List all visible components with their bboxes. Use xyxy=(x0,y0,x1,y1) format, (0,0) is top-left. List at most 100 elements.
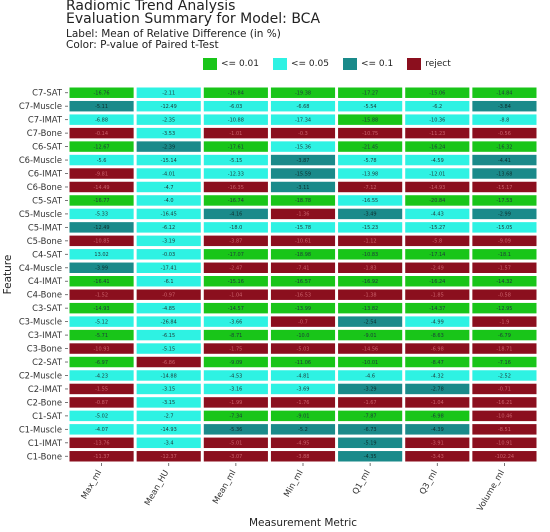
cell-value-label: -4.59 xyxy=(431,158,444,164)
heatmap-cell-c4-muscle-volume-ml xyxy=(472,262,537,273)
cell-value-label: -0.14 xyxy=(95,131,108,137)
heatmap-cell-c6-imat-mean-hu xyxy=(136,168,201,179)
heatmap-cell-c6-sat-mean-hu xyxy=(136,141,201,152)
y-tick-label: C2-IMAT xyxy=(28,384,63,394)
legend-label-reject: reject xyxy=(425,59,451,69)
cell-value-label: -18.0 xyxy=(229,225,242,231)
heatmap-cell-c6-sat-mean-ml xyxy=(203,141,268,152)
heatmap-cell-c4-muscle-max-ml xyxy=(69,262,134,273)
label-description: Label: Mean of Relative Difference (in %… xyxy=(66,28,281,40)
heatmap-cell-c1-sat-mean-hu xyxy=(136,410,201,422)
heatmap-cell-c2-imat-max-ml xyxy=(69,383,134,395)
heatmap-cell-c3-imat-mean-hu xyxy=(136,329,201,341)
cell-value-label: -8.51 xyxy=(498,427,511,433)
heatmap-cell-c3-imat-mean-ml xyxy=(203,329,268,341)
cell-value-label: -4.23 xyxy=(95,373,108,379)
cell-value-label: -3.49 xyxy=(364,212,377,218)
cell-value-label: -3.4 xyxy=(164,441,174,447)
cell-value-label: -15.27 xyxy=(429,225,445,231)
cell-value-label: -11.23 xyxy=(429,131,445,137)
cell-value-label: -16.41 xyxy=(94,279,110,285)
heatmap-cell-c6-sat-max-ml xyxy=(69,141,134,152)
heatmap-cell-c7-muscle-mean-hu xyxy=(136,100,201,112)
cell-value-label: -4.0 xyxy=(164,198,174,204)
heatmap-cell-c5-muscle-mean-hu xyxy=(136,208,201,220)
cell-value-label: -14.56 xyxy=(362,346,378,352)
cell-value-label: -4.32 xyxy=(431,373,444,379)
cell-value-label: -9.09 xyxy=(229,360,242,366)
heatmap-cell-c2-sat-q1-ml xyxy=(338,356,403,368)
heatmap-cell-c7-imat-min-ml xyxy=(270,114,336,125)
heatmap-cell-c6-bone-q1-ml xyxy=(338,181,403,193)
legend-label-001: <= 0.01 xyxy=(221,59,259,69)
heatmap-cell-c4-bone-volume-ml xyxy=(472,289,537,300)
heatmap-cell-c7-muscle-q3-ml xyxy=(405,100,470,112)
y-tick-label: C5-IMAT xyxy=(28,222,63,232)
heatmap-cell-c2-imat-q1-ml xyxy=(338,383,403,395)
cell-value-label: -5.15 xyxy=(162,346,175,352)
cell-value-label: -4.7 xyxy=(164,185,174,191)
heatmap-cell-c4-bone-min-ml xyxy=(270,289,336,300)
cell-value-label: -15.78 xyxy=(295,225,311,231)
heatmap-cell-c2-muscle-max-ml xyxy=(69,370,134,381)
cell-value-label: -14.88 xyxy=(161,373,177,379)
heatmap-cell-c1-sat-max-ml xyxy=(69,410,134,422)
cell-value-label: -1.99 xyxy=(229,400,242,406)
heatmap-cell-c4-bone-max-ml xyxy=(69,289,134,300)
heatmap-cell-c4-imat-volume-ml xyxy=(472,276,537,287)
cell-value-label: -0.7 xyxy=(298,319,308,325)
heatmap-cell-c3-imat-max-ml xyxy=(69,329,134,341)
heatmap-cell-c6-bone-mean-ml xyxy=(203,181,268,193)
cell-value-label: -1.52 xyxy=(95,292,108,298)
cell-value-label: -10.91 xyxy=(496,441,512,447)
heatmap-cell-c6-sat-min-ml xyxy=(270,141,336,152)
legend: <= 0.01 <= 0.05 <= 0.1 reject xyxy=(203,57,465,71)
cell-value-label: -0.97 xyxy=(162,292,175,298)
heatmap-cell-c6-bone-volume-ml xyxy=(472,181,537,193)
heatmap-cell-c2-imat-q3-ml xyxy=(405,383,470,395)
heatmap-cell-c3-muscle-q1-ml xyxy=(338,316,403,327)
heatmap-cell-c1-bone-q1-ml xyxy=(338,451,403,462)
cell-value-label: -3.15 xyxy=(162,387,175,393)
cell-value-label: -16.76 xyxy=(94,91,110,97)
cell-value-label: -2.78 xyxy=(431,387,444,393)
x-tick-label: Q1_ml xyxy=(350,468,372,496)
heatmap-cell-c1-imat-mean-ml xyxy=(203,437,268,449)
heatmap-cell-c7-imat-mean-ml xyxy=(203,114,268,125)
y-tick-label: C7-IMAT xyxy=(28,115,63,125)
heatmap-cell-c7-imat-volume-ml xyxy=(472,114,537,125)
heatmap-cell-c7-bone-q1-ml xyxy=(338,127,403,139)
heatmap-cell-c7-bone-mean-ml xyxy=(203,127,268,139)
heatmap-cell-c5-bone-volume-ml xyxy=(472,235,537,247)
cell-value-label: -19.38 xyxy=(295,91,311,97)
heatmap-cell-c5-sat-min-ml xyxy=(270,195,336,206)
cell-value-label: -4.39 xyxy=(431,427,444,433)
cell-value-label: -3.69 xyxy=(297,387,310,393)
heatmap-cell-c4-muscle-q3-ml xyxy=(405,262,470,273)
heatmap-cell-c3-imat-min-ml xyxy=(270,329,336,341)
cell-value-label: -10.01 xyxy=(362,360,378,366)
heatmap-cell-c4-sat-max-ml xyxy=(69,249,134,260)
cell-value-label: -15.05 xyxy=(496,225,512,231)
heatmap-cell-c4-imat-mean-ml xyxy=(203,276,268,287)
heatmap-cell-c2-muscle-q1-ml xyxy=(338,370,403,381)
cell-value-label: -5.36 xyxy=(229,427,242,433)
y-tick-label: C1-Muscle xyxy=(19,424,62,434)
heatmap-cell-c5-bone-q1-ml xyxy=(338,235,403,247)
heatmap-cell-c3-muscle-mean-hu xyxy=(136,316,201,327)
cell-value-label: -3.87 xyxy=(229,239,242,245)
cell-value-label: -6.12 xyxy=(162,225,175,231)
cell-value-label: -2.49 xyxy=(431,266,444,272)
cell-value-label: -7.12 xyxy=(364,185,377,191)
cell-value-label: -14.84 xyxy=(496,91,512,97)
cell-value-label: -16.74 xyxy=(228,198,244,204)
heatmap-cell-c4-muscle-q1-ml xyxy=(338,262,403,273)
heatmap-cell-c1-sat-q3-ml xyxy=(405,410,470,422)
y-tick-label: C4-IMAT xyxy=(28,276,63,286)
heatmap-cell-c3-sat-q1-ml xyxy=(338,302,403,314)
heatmap-cell-c3-bone-volume-ml xyxy=(472,343,537,354)
cell-value-label: -6.86 xyxy=(162,360,175,366)
heatmap-cell-c7-sat-min-ml xyxy=(270,87,336,98)
heatmap-cell-c2-bone-max-ml xyxy=(69,397,134,408)
